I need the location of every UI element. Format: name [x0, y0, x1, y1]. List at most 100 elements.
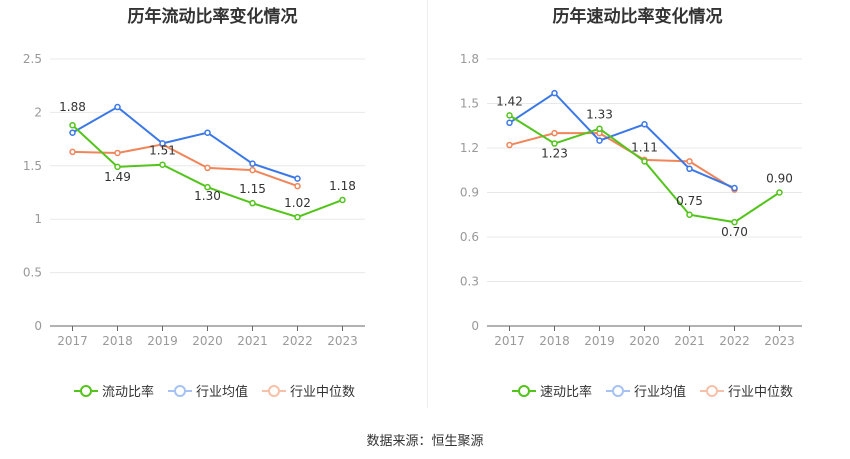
data-label: 1.23 [541, 147, 568, 161]
x-tick-label: 2018 [539, 334, 570, 348]
y-tick-label: 0.3 [460, 275, 479, 289]
data-point-industry_avg [294, 175, 301, 182]
data-point-industry_median [69, 148, 76, 156]
data-point-company [641, 158, 648, 165]
x-tick-label: 2023 [764, 334, 795, 348]
quick-ratio-legend: 速动比率 行业均值 行业中位数 [512, 381, 793, 400]
data-point-company [686, 211, 693, 218]
data-label: 0.75 [676, 194, 703, 208]
data-point-industry_avg [114, 103, 121, 111]
data-point-industry_avg [249, 160, 256, 167]
data-point-industry_avg [596, 137, 603, 144]
x-tick-label: 2023 [327, 334, 358, 348]
y-tick-label: 1.2 [460, 141, 479, 155]
legend-line-icon [700, 384, 725, 398]
legend-item-current-ratio[interactable]: 流动比率 [74, 381, 154, 400]
data-label: 1.30 [194, 189, 221, 203]
data-label: 1.88 [59, 100, 86, 114]
data-label: 1.51 [149, 144, 176, 158]
data-point-company [69, 121, 76, 129]
legend-label: 行业均值 [196, 385, 249, 400]
data-point-company [731, 218, 738, 226]
quick-ratio-panel: 历年速动比率变化情况 0 0.3 0.6 0.9 1.2 1.5 1.8 2017 2018 20… [425, 0, 850, 420]
data-point-industry_median [686, 158, 693, 165]
data-source-note: 数据来源：恒生聚源 [366, 434, 484, 449]
x-tick-label: 2018 [102, 334, 133, 348]
x-tick-label: 2017 [494, 334, 525, 348]
data-point-company [776, 189, 783, 196]
current-ratio-title: 历年流动比率变化情况 [127, 7, 298, 27]
y-tick-label: 1.5 [23, 159, 42, 173]
x-tick-label: 2021 [237, 334, 268, 348]
legend-label: 行业中位数 [728, 385, 794, 400]
data-point-industry_median [204, 164, 211, 172]
legend-item-industry-median[interactable]: 行业中位数 [262, 381, 355, 400]
quick-ratio-title: 历年速动比率变化情况 [552, 7, 723, 27]
data-point-industry_avg [204, 129, 211, 136]
y-tick-label: 0.6 [460, 230, 479, 244]
data-point-industry_median [249, 166, 256, 174]
data-point-industry_avg [159, 140, 166, 147]
panel-divider [427, 0, 428, 408]
legend-label: 流动比率 [102, 385, 155, 400]
data-point-company [159, 161, 166, 168]
data-label: 1.15 [239, 182, 266, 196]
legend-item-industry-average[interactable]: 行业均值 [168, 381, 248, 400]
data-point-industry_avg [641, 121, 648, 128]
current-ratio-panel: 历年流动比率变化情况 0 0.5 1 1.5 2 2.5 2017 2018 2019 2020 2… [0, 0, 425, 420]
legend-line-icon [168, 384, 193, 398]
data-label: 1.42 [496, 94, 523, 108]
data-label: 1.11 [631, 140, 658, 154]
data-label: 0.70 [721, 225, 748, 239]
series-line-industry_avg [508, 91, 735, 189]
data-point-industry_median [294, 182, 301, 190]
series-line-industry_median [72, 143, 298, 188]
y-tick-label: 1.8 [460, 52, 479, 66]
current-ratio-legend: 流动比率 行业均值 行业中位数 [74, 381, 355, 400]
data-point-industry_median [114, 149, 121, 157]
legend-label: 行业均值 [634, 385, 687, 400]
data-point-company [551, 140, 558, 147]
x-tick-label: 2021 [674, 334, 705, 348]
x-tick-label: 2019 [147, 334, 178, 348]
data-point-company [114, 163, 121, 171]
series-line-company [508, 114, 781, 224]
data-point-company [249, 199, 256, 207]
current-ratio-chart: 0 0.5 1 1.5 2 2.5 2017 2018 2019 2020 2021 2022 2023… [23, 52, 365, 348]
data-label: 1.18 [329, 179, 356, 193]
data-label: 1.33 [586, 108, 613, 122]
data-point-company [294, 213, 301, 221]
y-tick-label: 0.5 [23, 266, 42, 280]
data-label: 1.49 [104, 170, 131, 184]
x-tick-label: 2020 [192, 334, 223, 348]
data-point-industry_avg [731, 184, 738, 192]
y-tick-label: 2 [34, 105, 42, 119]
legend-line-icon [512, 384, 536, 398]
data-point-industry_avg [506, 119, 513, 127]
x-tick-label: 2020 [629, 334, 660, 348]
data-label: 0.90 [766, 172, 793, 186]
legend-item-industry-median[interactable]: 行业中位数 [700, 381, 793, 400]
x-tick-label: 2017 [57, 334, 88, 348]
y-tick-label: 0.9 [460, 186, 479, 200]
y-tick-label: 2.5 [23, 52, 42, 66]
quick-ratio-chart: 0 0.3 0.6 0.9 1.2 1.5 1.8 2017 2018 2019 2020 2021 2… [460, 52, 802, 348]
data-point-industry_median [506, 141, 513, 149]
data-point-company [339, 196, 346, 204]
x-tick-label: 2022 [282, 334, 313, 348]
data-point-company [596, 125, 603, 132]
data-label: 1.02 [284, 196, 311, 210]
legend-item-industry-average[interactable]: 行业均值 [606, 381, 686, 400]
series-line-industry_median [509, 132, 736, 191]
data-point-industry_median [551, 129, 558, 137]
data-point-industry_avg [69, 129, 76, 136]
y-tick-label: 1.5 [460, 97, 479, 111]
data-point-company [204, 183, 211, 191]
data-point-industry_avg [686, 165, 693, 173]
y-tick-label: 0 [471, 319, 479, 333]
x-tick-label: 2019 [584, 334, 615, 348]
x-tick-label: 2022 [719, 334, 750, 348]
legend-label: 速动比率 [540, 385, 593, 400]
legend-item-quick-ratio[interactable]: 速动比率 [512, 381, 592, 400]
data-point-industry_avg [551, 89, 558, 97]
